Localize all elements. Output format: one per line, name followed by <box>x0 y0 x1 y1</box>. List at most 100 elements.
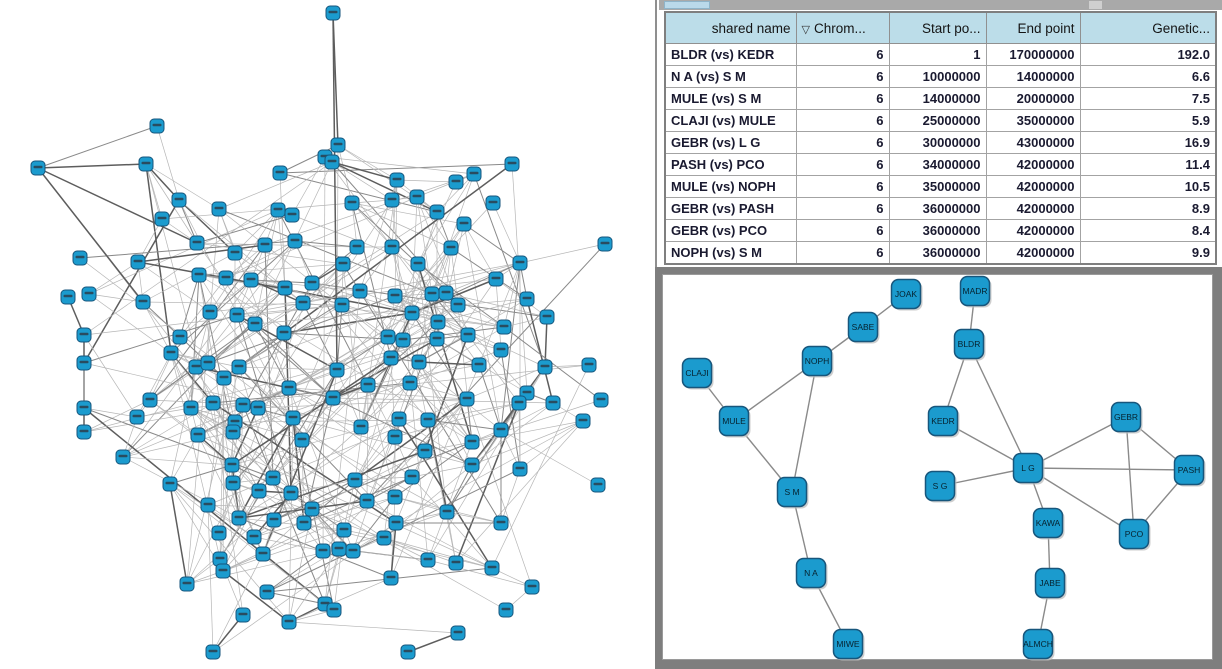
table-cell[interactable]: 14000000 <box>888 87 987 110</box>
table-cell[interactable]: GEBR (vs) PASH <box>664 197 797 220</box>
network-node[interactable] <box>511 395 527 411</box>
table-cell[interactable]: 8.9 <box>1079 197 1217 220</box>
network-node[interactable] <box>493 515 509 531</box>
network-node[interactable] <box>76 327 92 343</box>
table-cell[interactable]: 36000000 <box>888 241 987 265</box>
network-edge[interactable] <box>250 279 304 304</box>
network-node[interactable] <box>498 602 514 618</box>
table-cell[interactable]: 35000000 <box>888 175 987 198</box>
table-cell[interactable]: 6.6 <box>1079 65 1217 88</box>
network-node[interactable] <box>246 529 262 545</box>
network-edge[interactable] <box>195 311 211 368</box>
network-node[interactable] <box>205 644 221 660</box>
table-cell[interactable]: 6 <box>795 87 890 110</box>
network-edge[interactable] <box>367 263 419 386</box>
network-edge[interactable] <box>169 464 233 485</box>
network-edge[interactable] <box>266 591 326 605</box>
network-edge[interactable] <box>264 173 475 246</box>
network-edge[interactable] <box>417 263 505 328</box>
table-cell[interactable]: 6 <box>795 109 890 132</box>
node-shape[interactable] <box>1173 454 1205 486</box>
network-edge[interactable] <box>198 274 234 433</box>
network-edge[interactable] <box>503 326 602 401</box>
network-node[interactable] <box>359 493 375 509</box>
network-edge[interactable] <box>417 181 457 265</box>
network-edge-PCO-L G[interactable] <box>1027 467 1135 535</box>
network-node[interactable] <box>163 345 179 361</box>
network-edge[interactable] <box>253 536 324 552</box>
network-edge[interactable] <box>222 496 396 572</box>
network-edge[interactable] <box>367 364 480 386</box>
network-edge[interactable] <box>332 338 438 399</box>
network-edge[interactable] <box>122 431 234 458</box>
network-edge[interactable] <box>254 323 290 389</box>
network-node[interactable] <box>231 359 247 375</box>
network-edge[interactable] <box>446 464 473 513</box>
network-edge[interactable] <box>351 202 452 249</box>
network-edge[interactable] <box>190 274 200 409</box>
network-edge[interactable] <box>145 163 220 210</box>
node-shape[interactable] <box>681 357 713 389</box>
overview-network-panel[interactable] <box>0 0 655 669</box>
network-node[interactable] <box>225 424 241 440</box>
network-node[interactable] <box>190 427 206 443</box>
table-cell[interactable]: 6 <box>795 197 890 220</box>
network-node[interactable] <box>389 172 405 188</box>
network-edge[interactable] <box>142 252 236 303</box>
network-node[interactable] <box>404 469 420 485</box>
network-edge[interactable] <box>190 407 385 539</box>
network-node[interactable] <box>200 497 216 513</box>
network-edge[interactable] <box>236 287 286 316</box>
network-node[interactable] <box>76 424 92 440</box>
network-edge[interactable] <box>391 246 413 314</box>
node-shape[interactable] <box>795 557 827 589</box>
network-node-s-g[interactable]: S G <box>924 470 957 503</box>
network-node-noph[interactable]: NOPH <box>801 345 834 378</box>
network-node[interactable] <box>590 477 606 493</box>
network-edge[interactable] <box>137 261 211 313</box>
network-node[interactable] <box>387 489 403 505</box>
network-edge[interactable] <box>450 247 528 300</box>
network-node[interactable] <box>191 267 207 283</box>
network-node[interactable] <box>388 515 404 531</box>
network-edge[interactable] <box>169 483 188 585</box>
network-node[interactable] <box>493 422 509 438</box>
network-edge[interactable] <box>170 352 192 409</box>
network-node[interactable] <box>162 476 178 492</box>
network-edge[interactable] <box>196 242 344 265</box>
network-node[interactable] <box>575 413 591 429</box>
network-node[interactable] <box>448 174 464 190</box>
network-node[interactable] <box>384 239 400 255</box>
network-edge[interactable] <box>83 161 333 336</box>
network-edge[interactable] <box>37 167 198 244</box>
network-edge[interactable] <box>324 548 340 605</box>
network-edge[interactable] <box>170 352 214 404</box>
network-edge[interactable] <box>445 292 548 318</box>
node-shape[interactable] <box>959 275 991 307</box>
network-node[interactable] <box>216 370 232 386</box>
network-node[interactable] <box>154 211 170 227</box>
node-shape[interactable] <box>718 405 750 437</box>
network-node[interactable] <box>287 233 303 249</box>
network-edge[interactable] <box>354 479 397 524</box>
network-edge[interactable] <box>331 161 398 181</box>
network-node[interactable] <box>250 400 266 416</box>
node-shape[interactable] <box>953 328 985 360</box>
table-cell[interactable]: 20000000 <box>985 87 1081 110</box>
network-edge[interactable] <box>331 161 393 201</box>
network-node[interactable] <box>149 118 165 134</box>
network-edge[interactable] <box>149 399 199 436</box>
network-edge[interactable] <box>336 336 389 371</box>
network-node[interactable] <box>391 411 407 427</box>
network-edge[interactable] <box>519 420 584 470</box>
network-node[interactable] <box>387 288 403 304</box>
table-cell[interactable]: 10000000 <box>888 65 987 88</box>
network-node[interactable] <box>115 449 131 465</box>
network-edge[interactable] <box>149 366 197 401</box>
network-node[interactable] <box>295 295 311 311</box>
table-cell[interactable]: MULE (vs) NOPH <box>664 175 797 198</box>
network-edge[interactable] <box>324 156 475 175</box>
network-edge[interactable] <box>137 244 266 263</box>
network-node[interactable] <box>129 409 145 425</box>
network-node[interactable] <box>380 329 396 345</box>
